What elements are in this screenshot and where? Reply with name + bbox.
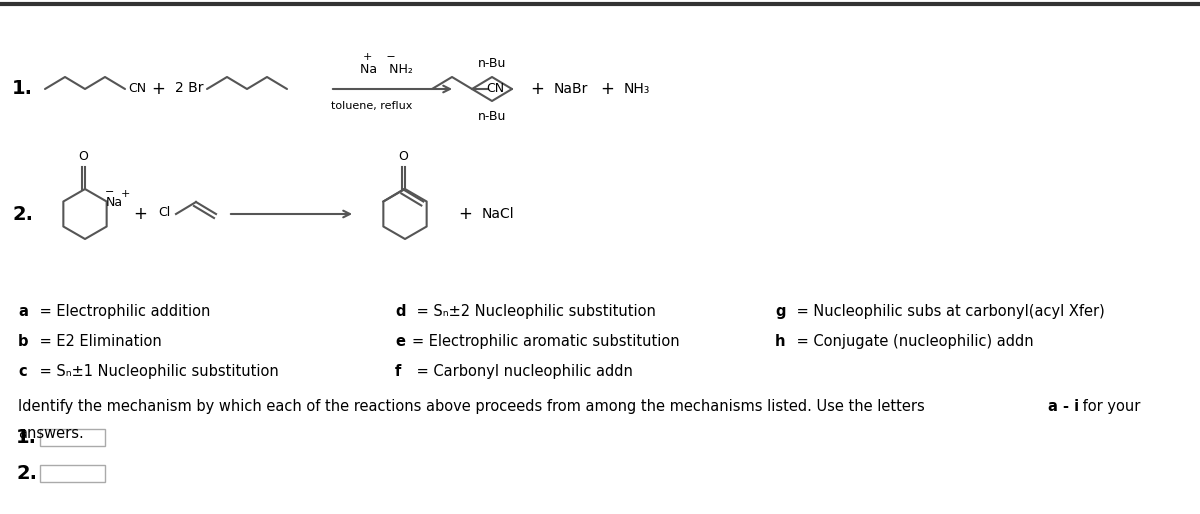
Text: a: a [18,304,28,319]
Text: +    −: + − [364,52,396,62]
Text: n-Bu: n-Bu [478,57,506,70]
Text: 2 Br: 2 Br [175,81,204,95]
Text: = Nucleophilic subs at carbonyl(acyl Xfer): = Nucleophilic subs at carbonyl(acyl Xfe… [792,304,1105,319]
Text: = Electrophilic aromatic substitution: = Electrophilic aromatic substitution [412,334,679,349]
Text: 1.: 1. [12,80,34,99]
Text: = Sₙ±2 Nucleophilic substitution: = Sₙ±2 Nucleophilic substitution [412,304,656,319]
Text: NH₃: NH₃ [624,82,650,96]
Text: +: + [133,205,146,223]
Text: g: g [775,304,786,319]
Text: O: O [78,150,89,163]
Text: a - i: a - i [1048,399,1079,414]
Text: 2.: 2. [12,205,34,224]
Text: 2.: 2. [16,464,37,483]
Text: O: O [398,150,408,163]
Text: +: + [121,189,131,199]
Text: h: h [775,334,786,349]
Text: +: + [530,80,544,98]
Text: f: f [395,364,401,379]
Text: NaBr: NaBr [554,82,588,96]
Text: +: + [458,205,472,223]
Text: = E2 Elimination: = E2 Elimination [35,334,162,349]
Text: 1.: 1. [16,428,37,447]
Text: Na: Na [106,196,124,210]
Text: Identify the mechanism by which each of the reactions above proceeds from among : Identify the mechanism by which each of … [18,399,929,414]
Text: +: + [151,80,164,98]
Text: d: d [395,304,406,319]
Text: c: c [18,364,26,379]
Text: b: b [18,334,29,349]
Text: +: + [600,80,614,98]
Text: = Electrophilic addition: = Electrophilic addition [35,304,210,319]
Text: Na   NH₂: Na NH₂ [360,64,413,77]
Text: n-Bu: n-Bu [478,110,506,123]
Text: e: e [395,334,406,349]
Text: = Sₙ±1 Nucleophilic substitution: = Sₙ±1 Nucleophilic substitution [35,364,278,379]
Text: CN: CN [128,83,146,96]
Text: = Carbonyl nucleophilic addn: = Carbonyl nucleophilic addn [412,364,632,379]
FancyBboxPatch shape [40,465,106,482]
Text: toluene, reflux: toluene, reflux [331,101,413,111]
FancyBboxPatch shape [40,429,106,446]
Text: answers.: answers. [18,426,84,441]
Text: −: − [106,187,114,197]
Text: NaCl: NaCl [482,207,515,221]
Text: CN: CN [486,83,504,96]
Text: Cl: Cl [158,207,170,219]
Text: = Conjugate (nucleophilic) addn: = Conjugate (nucleophilic) addn [792,334,1033,349]
Text: for your: for your [1078,399,1140,414]
